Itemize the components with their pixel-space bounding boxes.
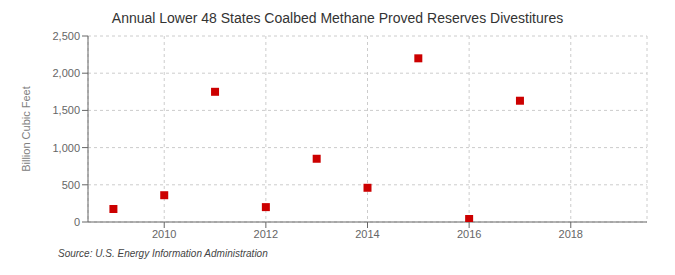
svg-text:500: 500 (62, 179, 80, 191)
svg-text:1,500: 1,500 (52, 104, 80, 116)
svg-text:2,500: 2,500 (52, 30, 80, 42)
svg-text:2018: 2018 (559, 228, 583, 240)
svg-text:Billion Cubic Feet: Billion Cubic Feet (20, 86, 32, 172)
html-text:Annual Lower 48 States Coalbed: Annual Lower 48 States Coalbed Methane P… (111, 10, 564, 26)
svg-text:2014: 2014 (355, 228, 379, 240)
svg-text:2016: 2016 (457, 228, 481, 240)
svg-text:2,000: 2,000 (52, 67, 80, 79)
svg-text:2012: 2012 (254, 228, 278, 240)
svg-text:2010: 2010 (152, 228, 176, 240)
html-text:Source: U.S. Energy Informatio: Source: U.S. Energy Information Administ… (58, 248, 268, 259)
svg-text:1,000: 1,000 (52, 142, 80, 154)
svg-text:0: 0 (74, 216, 80, 228)
